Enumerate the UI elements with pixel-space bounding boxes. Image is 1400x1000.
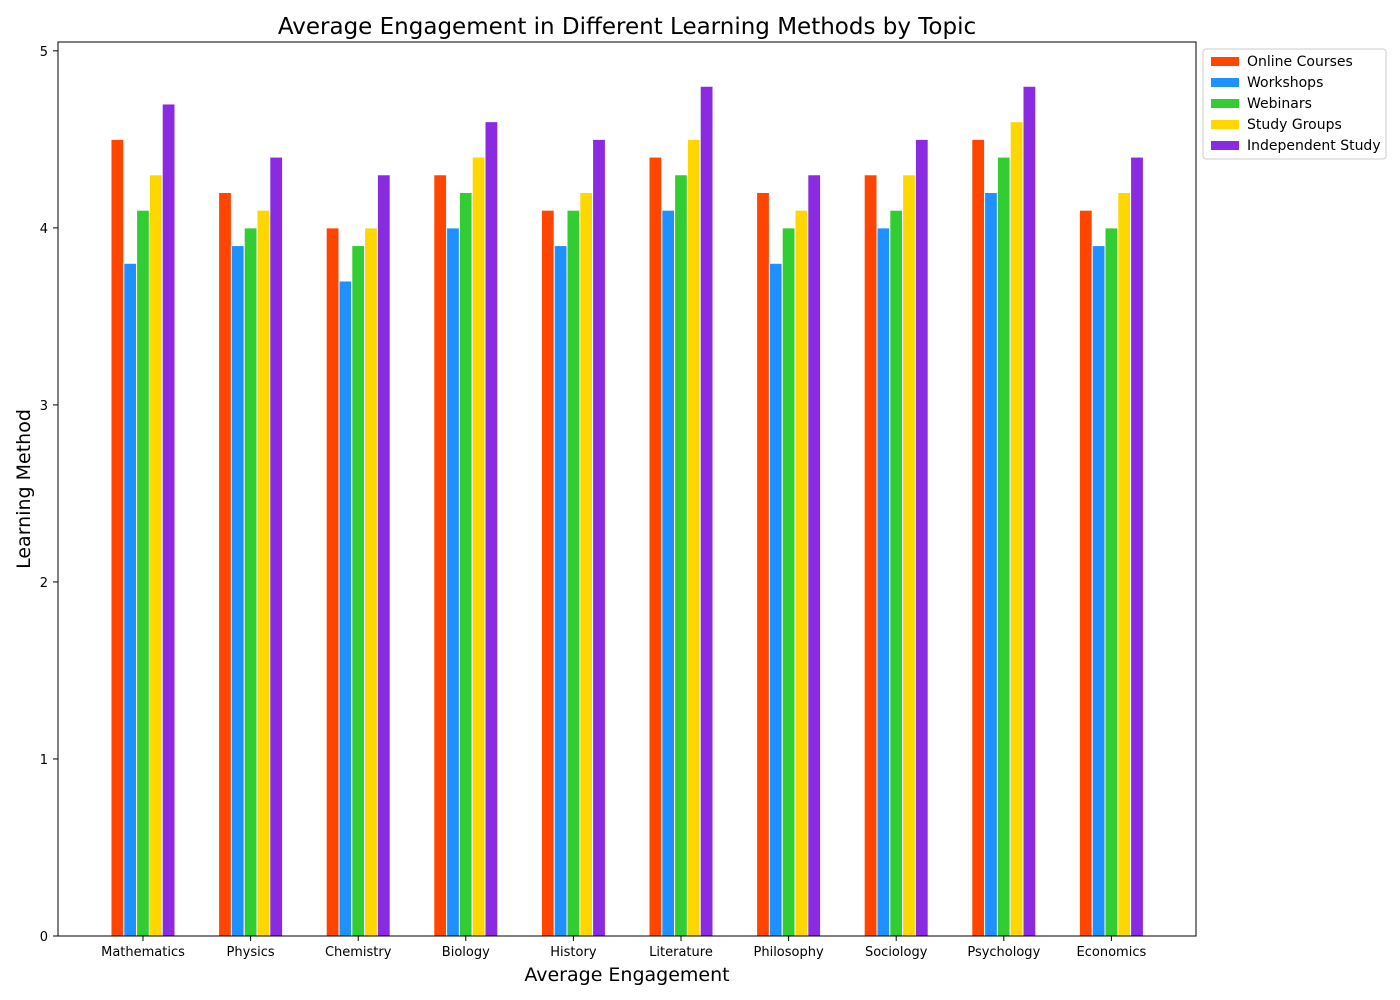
- bar-workshops-literature: [661, 209, 676, 937]
- legend-swatch-independent-study: [1211, 141, 1239, 150]
- bar-online-courses-mathematics: [110, 138, 125, 937]
- bar-workshops-chemistry: [338, 280, 353, 937]
- bar-online-courses-physics: [218, 191, 232, 937]
- y-tick-label: 2: [40, 576, 48, 591]
- bar-independent-study-mathematics: [161, 103, 176, 937]
- bar-independent-study-history: [592, 138, 606, 937]
- legend-swatch-online-courses: [1211, 57, 1239, 66]
- bar-online-courses-philosophy: [756, 191, 770, 937]
- bar-independent-study-biology: [484, 121, 499, 937]
- bar-workshops-economics: [1091, 245, 1106, 937]
- bar-workshops-mathematics: [123, 262, 138, 937]
- x-tick-label-chemistry: Chemistry: [325, 945, 392, 960]
- bar-webinars-sociology: [889, 209, 904, 937]
- bar-study-groups-history: [579, 191, 594, 937]
- bar-online-courses-chemistry: [325, 227, 340, 937]
- bar-workshops-philosophy: [768, 262, 783, 937]
- x-tick-label-history: History: [550, 945, 597, 960]
- bar-independent-study-chemistry: [376, 174, 391, 937]
- x-tick-label-psychology: Psychology: [967, 945, 1040, 960]
- x-axis-label: Average Engagement: [524, 964, 729, 986]
- bar-study-groups-chemistry: [364, 227, 378, 937]
- bar-webinars-biology: [458, 191, 473, 937]
- bar-online-courses-history: [540, 209, 555, 937]
- y-axis-label: Learning Method: [13, 409, 35, 569]
- legend-label-independent-study: Independent Study: [1247, 138, 1381, 154]
- bar-online-courses-literature: [648, 156, 663, 937]
- bar-study-groups-biology: [471, 156, 486, 937]
- bar-independent-study-literature: [699, 85, 714, 937]
- legend-swatch-study-groups: [1211, 120, 1239, 129]
- legend: Online Courses Workshops Webinars Study Gro…: [1202, 48, 1387, 160]
- bar-webinars-physics: [243, 227, 258, 937]
- x-axis-ticks: Mathematics Physics Chemistry Biology Histor…: [101, 936, 1146, 960]
- bar-online-courses-biology: [433, 174, 448, 937]
- bar-study-groups-psychology: [1009, 121, 1024, 937]
- bar-independent-study-sociology: [914, 138, 929, 937]
- bar-study-groups-mathematics: [148, 174, 163, 937]
- bar-study-groups-philosophy: [794, 209, 809, 937]
- bar-webinars-economics: [1104, 227, 1119, 937]
- legend-swatch-workshops: [1211, 78, 1239, 87]
- legend-label-online-courses: Online Courses: [1247, 54, 1353, 70]
- bar-independent-study-psychology: [1022, 85, 1037, 937]
- x-tick-label-physics: Physics: [227, 945, 275, 960]
- y-tick-label: 0: [40, 930, 48, 945]
- bar-webinars-mathematics: [136, 209, 150, 937]
- y-tick-label: 5: [40, 45, 48, 60]
- x-tick-label-biology: Biology: [442, 945, 490, 960]
- y-tick-label: 4: [40, 222, 48, 237]
- y-axis-ticks: 0 1 2 3 4 5: [40, 45, 58, 945]
- x-tick-label-mathematics: Mathematics: [101, 945, 185, 960]
- plot-frame: [57, 41, 1197, 937]
- y-tick-label: 1: [40, 753, 48, 768]
- bar-workshops-history: [553, 245, 568, 937]
- legend-box: [1202, 48, 1387, 160]
- bar-webinars-psychology: [996, 156, 1011, 937]
- bar-online-courses-economics: [1078, 209, 1093, 937]
- bar-study-groups-literature: [686, 138, 701, 937]
- bar-independent-study-economics: [1130, 156, 1144, 937]
- bar-webinars-chemistry: [351, 245, 366, 937]
- bar-webinars-history: [566, 209, 581, 937]
- bar-independent-study-physics: [269, 156, 284, 937]
- bar-study-groups-economics: [1117, 191, 1132, 937]
- x-tick-label-economics: Economics: [1077, 945, 1147, 960]
- x-tick-label-philosophy: Philosophy: [754, 945, 824, 960]
- y-tick-label: 3: [40, 399, 48, 414]
- bars-group: [110, 85, 1144, 937]
- chart-title: Average Engagement in Different Learning…: [278, 14, 976, 40]
- bar-study-groups-sociology: [902, 174, 916, 937]
- legend-swatch-webinars: [1211, 99, 1239, 108]
- bar-workshops-biology: [446, 227, 460, 937]
- bar-workshops-psychology: [984, 191, 998, 937]
- bar-workshops-sociology: [876, 227, 891, 937]
- bar-webinars-literature: [674, 174, 688, 937]
- bar-independent-study-philosophy: [807, 174, 822, 937]
- legend-label-workshops: Workshops: [1247, 75, 1323, 91]
- x-tick-label-literature: Literature: [649, 945, 713, 960]
- x-tick-label-sociology: Sociology: [865, 945, 928, 960]
- legend-label-webinars: Webinars: [1247, 96, 1312, 112]
- bar-online-courses-psychology: [971, 138, 986, 937]
- bar-workshops-physics: [230, 245, 245, 937]
- bar-study-groups-physics: [256, 209, 271, 937]
- bar-webinars-philosophy: [781, 227, 796, 937]
- legend-label-study-groups: Study Groups: [1247, 117, 1342, 133]
- bar-online-courses-sociology: [863, 174, 878, 937]
